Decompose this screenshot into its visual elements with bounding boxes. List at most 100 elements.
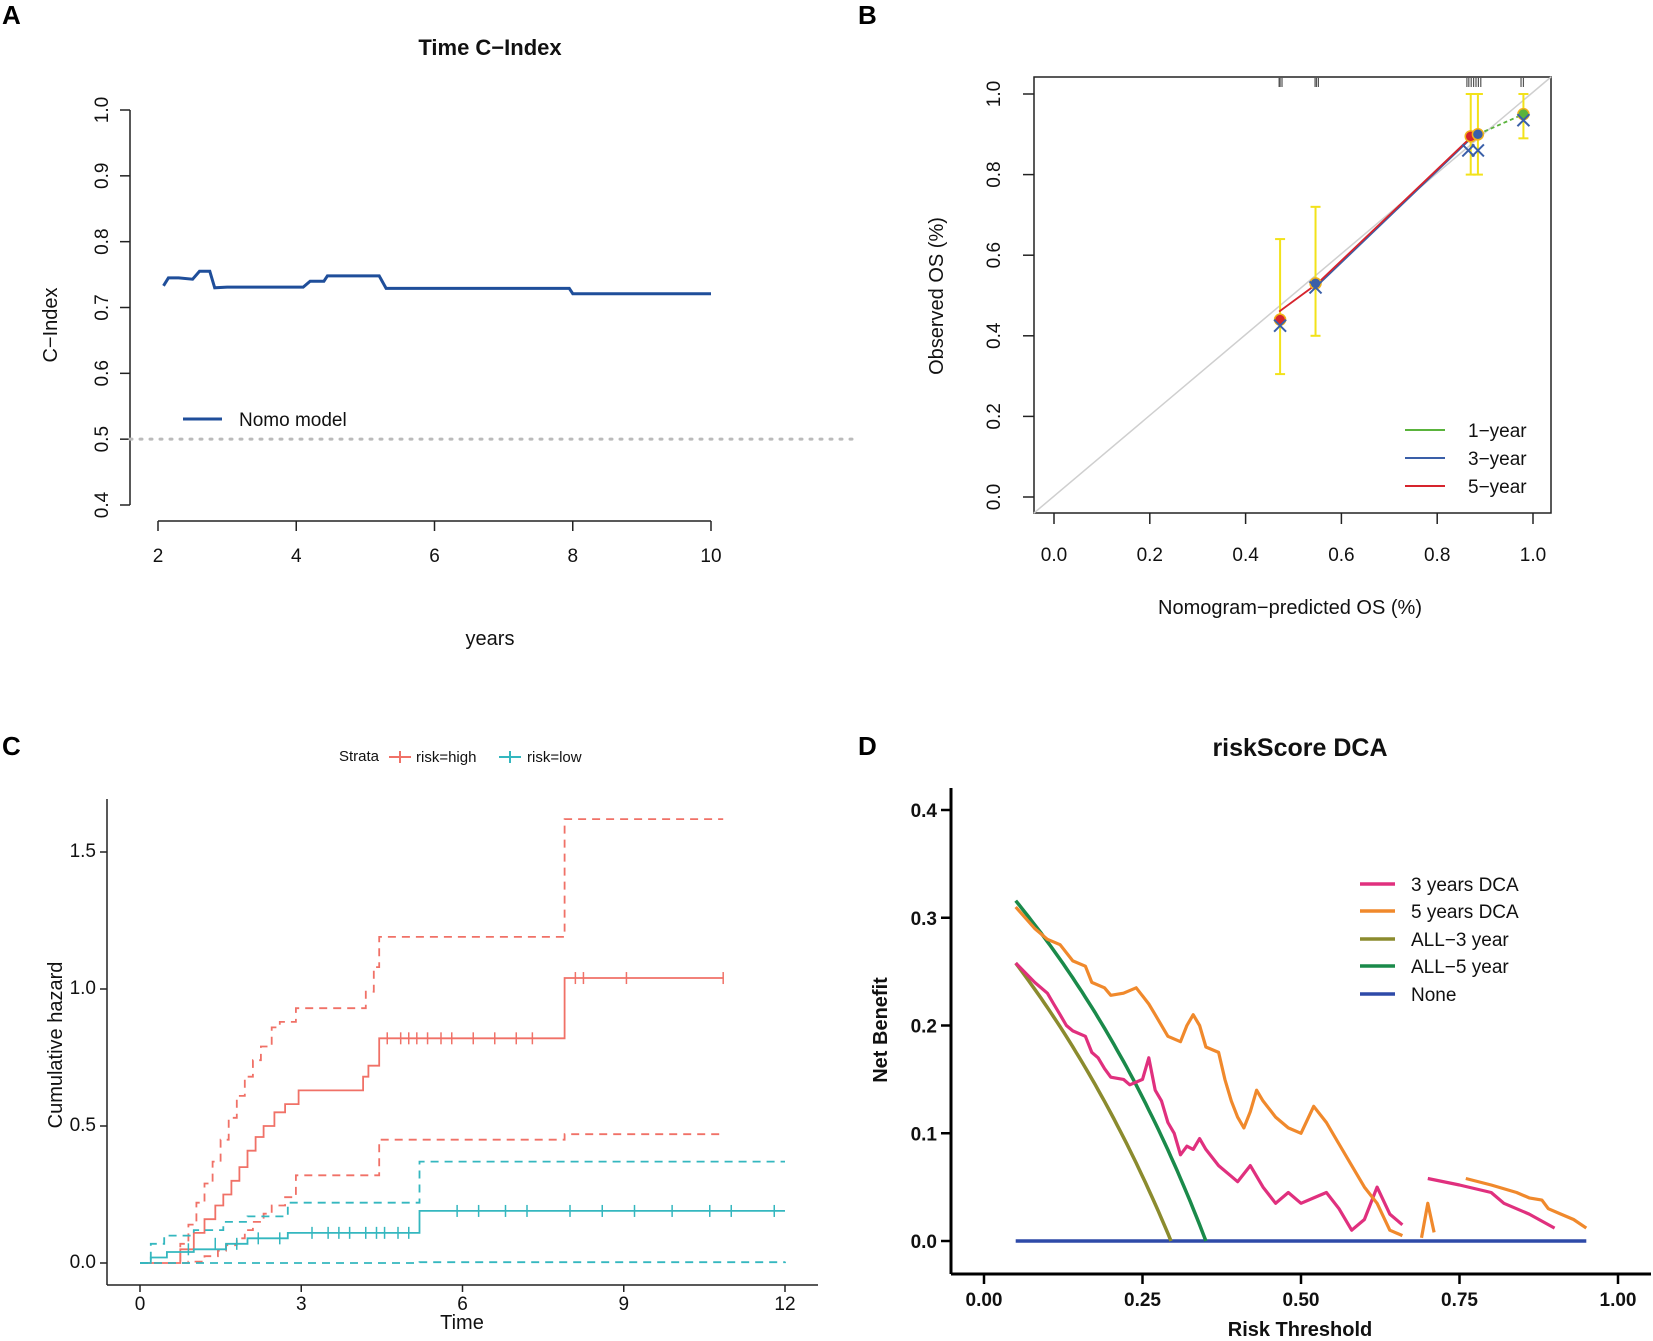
legend-label-all-3y: ALL−3 year	[1411, 930, 1509, 951]
panel-c-x-tick-label: 12	[774, 1294, 795, 1315]
panel-d-x-tick-label: 1.00	[1600, 1290, 1637, 1311]
panel-d-legend: 3 years DCA 5 years DCA ALL−3 year ALL−5…	[1360, 875, 1519, 1006]
legend-label-3year: 3−year	[1468, 449, 1527, 470]
panel-d-y-tick-label: 0.0	[911, 1232, 937, 1253]
panel-d-x-tick-label: 0.50	[1283, 1290, 1320, 1311]
panel-c-hazard-line-high	[140, 977, 724, 1264]
panel-b-y-tick-label: 0.0	[984, 484, 1005, 510]
panel-a-y-tick-label: 0.5	[92, 426, 113, 452]
panel-b-corrected-point	[1461, 143, 1476, 158]
panel-a-x-tick-label: 2	[153, 546, 164, 567]
legend-label-5y-dca: 5 years DCA	[1411, 902, 1519, 923]
panel-c-hazard-line-low	[140, 1210, 785, 1264]
panel-b-x-tick-label: 0.6	[1328, 545, 1354, 566]
panel-a-y-tick-label: 0.9	[92, 163, 113, 189]
panel-c-xlabel: Time	[440, 1312, 484, 1334]
panel-b-corrected-point	[1273, 319, 1287, 333]
panel-b-ideal-diagonal	[1033, 76, 1552, 514]
panel-c-ylabel: Cumulative hazard	[45, 962, 67, 1129]
panel-d-all-5year-curve	[1014, 899, 1208, 1242]
panel-a-x-tick-label: 8	[567, 546, 578, 567]
panel-letter-a: A	[2, 0, 21, 30]
panel-a-x-tick-label: 4	[291, 546, 302, 567]
panel-c: Strata risk=high risk=low Time Cumulativ…	[45, 748, 818, 1334]
panel-c-x-tick-label: 6	[457, 1294, 468, 1315]
panel-c-y-tick-label: 0.5	[70, 1115, 96, 1136]
panel-letter-c: C	[2, 731, 21, 761]
panel-d-y-tick-label: 0.4	[911, 801, 938, 822]
panel-a-title: Time C−Index	[418, 35, 562, 60]
panel-b-x-tick-label: 0.4	[1232, 545, 1259, 566]
panel-d-y-tick-label: 0.1	[911, 1124, 938, 1145]
panel-c-lower-ci-low	[140, 1261, 786, 1264]
panel-b-plot-frame	[1033, 76, 1552, 514]
panel-d-y-tick-label: 0.3	[911, 909, 937, 930]
panel-b-observed-point	[1273, 313, 1287, 326]
panel-b-y-tick-label: 1.0	[984, 81, 1005, 107]
panel-b-y-tick-label: 0.4	[984, 322, 1005, 349]
legend-label-3y-dca: 3 years DCA	[1411, 875, 1519, 896]
panel-c-upper-ci-low	[140, 1160, 785, 1264]
legend-label-1year: 1−year	[1468, 421, 1527, 442]
panel-b-x-tick-label: 0.8	[1424, 545, 1450, 566]
panel-b-y-tick-label: 0.2	[984, 403, 1005, 429]
panel-d-x-tick-label: 0.75	[1441, 1290, 1478, 1311]
panel-b-observed-point	[1471, 128, 1485, 141]
panel-b-x-tick-label: 0.0	[1041, 545, 1067, 566]
panel-b-y-tick-label: 0.8	[984, 161, 1005, 187]
panel-d-5year-dca-curve	[1419, 1201, 1436, 1239]
panel-c-x-tick-label: 3	[296, 1294, 307, 1315]
panel-b: Nomogram−predicted OS (%) Observed OS (%…	[926, 76, 1552, 619]
legend-label-risk-high: risk=high	[416, 749, 476, 766]
panel-a-x-tick-label: 6	[429, 546, 440, 567]
legend-label-risk-low: risk=low	[527, 749, 582, 766]
panel-b-x-tick-label: 1.0	[1520, 545, 1546, 566]
panel-c-y-tick-label: 1.0	[70, 978, 96, 999]
legend-label-nomo: Nomo model	[239, 410, 347, 431]
panel-d-x-tick-label: 0.25	[1124, 1290, 1161, 1311]
panel-a-x-tick-label: 10	[700, 546, 721, 567]
panel-a-y-tick-label: 0.8	[92, 228, 113, 254]
panel-d-3year-dca-curve	[1427, 1176, 1556, 1230]
panel-b-y-tick-label: 0.6	[984, 242, 1005, 268]
panel-a-legend: Nomo model	[183, 410, 347, 431]
panel-b-observed-point	[1309, 277, 1322, 290]
panel-b-observed-point	[1517, 107, 1530, 121]
panel-d-title: riskScore DCA	[1212, 734, 1387, 762]
panel-a-y-tick-label: 0.7	[92, 294, 113, 320]
panel-d-5year-dca-curve	[1014, 905, 1404, 1238]
panel-a-series-line	[162, 269, 711, 296]
panel-a-y-tick-label: 0.6	[92, 360, 113, 386]
panel-d-all-3year-curve	[1014, 962, 1173, 1242]
panel-c-y-tick-label: 0.0	[70, 1252, 96, 1273]
panel-b-ylabel: Observed OS (%)	[926, 217, 948, 375]
panel-c-lower-ci-high	[140, 1133, 724, 1264]
legend-label-all-5y: ALL−5 year	[1411, 957, 1509, 978]
panel-c-x-tick-label: 9	[618, 1294, 629, 1315]
panel-b-corrected-point	[1516, 113, 1531, 127]
panel-d-ylabel: Net Benefit	[870, 977, 892, 1083]
panel-d-x-tick-label: 0.00	[966, 1290, 1003, 1311]
panel-letter-d: D	[858, 731, 877, 761]
panel-a-y-tick-label: 0.4	[92, 491, 113, 518]
panel-d-xlabel: Risk Threshold	[1228, 1319, 1372, 1341]
legend-title-strata: Strata	[339, 748, 380, 765]
panel-letter-b: B	[858, 0, 877, 30]
panel-a-xlabel: years	[466, 628, 515, 650]
panel-a: Time C−Index years C−Index 2 4 6 8 10 0.4 0.5 0…	[40, 35, 862, 650]
panel-a-ylabel: C−Index	[40, 287, 62, 362]
panel-d-y-tick-label: 0.2	[911, 1017, 937, 1038]
panel-b-legend: 1−year 3−year 5−year	[1405, 421, 1527, 498]
panel-b-x-tick-label: 0.2	[1137, 545, 1163, 566]
panel-d-3year-dca-curve	[1014, 961, 1404, 1232]
legend-label-5year: 5−year	[1468, 477, 1527, 498]
legend-label-none: None	[1411, 985, 1456, 1006]
panel-d: riskScore DCA Risk Threshold Net Benefit…	[870, 734, 1651, 1341]
panel-c-x-tick-label: 0	[135, 1294, 146, 1315]
panel-a-y-tick-label: 1.0	[92, 97, 113, 123]
panel-c-legend: Strata risk=high risk=low	[339, 748, 582, 766]
panel-b-corrected-point	[1308, 280, 1323, 295]
panel-b-xlabel: Nomogram−predicted OS (%)	[1158, 597, 1422, 619]
panel-b-series-line-1	[1477, 113, 1524, 136]
